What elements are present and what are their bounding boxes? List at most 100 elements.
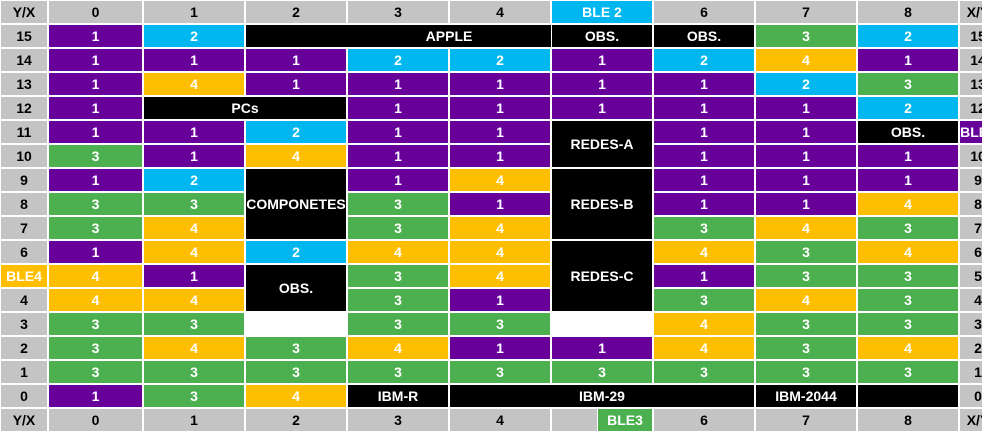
grid-cell: 2 <box>245 120 347 144</box>
grid-cell: 3 <box>449 312 551 336</box>
grid-cell: 3 <box>449 360 551 384</box>
col-footer: 1 <box>143 408 245 432</box>
row-header: 12 <box>0 96 48 120</box>
zone-block: REDES-B <box>551 168 653 240</box>
grid-cell: 3 <box>347 312 449 336</box>
grid-cell: 3 <box>347 288 449 312</box>
col-footer: 6 <box>653 408 755 432</box>
col-header: 6 <box>653 0 755 24</box>
grid-cell: 4 <box>755 216 857 240</box>
grid-cell: 1 <box>551 72 653 96</box>
grid-cell: 3 <box>48 312 143 336</box>
grid-cell: 4 <box>449 216 551 240</box>
grid-cell: 1 <box>449 336 551 360</box>
ble4-tag: BLE4 <box>0 264 48 288</box>
grid-cell: 4 <box>143 216 245 240</box>
col-footer: 3 <box>347 408 449 432</box>
grid-cell: 1 <box>143 144 245 168</box>
zone-block: REDES-C <box>551 240 653 312</box>
zone-block <box>857 384 959 408</box>
grid-cell: 2 <box>857 96 959 120</box>
grid-cell: 1 <box>449 72 551 96</box>
grid-cell: 2 <box>143 168 245 192</box>
grid-cell: 3 <box>48 144 143 168</box>
grid-cell: 1 <box>48 120 143 144</box>
grid-cell: 3 <box>245 336 347 360</box>
grid-cell: 3 <box>755 312 857 336</box>
row-header-right: 3 <box>959 312 982 336</box>
grid-cell: 2 <box>347 48 449 72</box>
grid-cell: 2 <box>245 240 347 264</box>
grid-cell: 1 <box>347 168 449 192</box>
grid-cell: 1 <box>449 120 551 144</box>
grid-cell: 4 <box>653 240 755 264</box>
grid-cell: 3 <box>347 216 449 240</box>
corner-label: Y/X <box>0 0 48 24</box>
grid-cell: 1 <box>449 144 551 168</box>
grid-cell: 1 <box>143 48 245 72</box>
grid-cell: 1 <box>653 168 755 192</box>
grid-cell: 4 <box>857 336 959 360</box>
row-header-right: 8 <box>959 192 982 216</box>
grid-cell: 1 <box>48 168 143 192</box>
zone-block: PCs <box>143 96 347 120</box>
zone-block: OBS. <box>551 24 653 48</box>
grid-cell: 4 <box>143 240 245 264</box>
row-header-right: 15 <box>959 24 982 48</box>
grid-cell: 3 <box>857 288 959 312</box>
row-header: 1 <box>0 360 48 384</box>
row-header: 9 <box>0 168 48 192</box>
grid-cell: 3 <box>48 216 143 240</box>
grid-cell: 3 <box>755 24 857 48</box>
grid-cell: 1 <box>857 48 959 72</box>
grid-cell: 1 <box>347 120 449 144</box>
grid-cell: 1 <box>653 120 755 144</box>
grid-cell: 3 <box>857 360 959 384</box>
grid-cell: 1 <box>48 72 143 96</box>
row-header: 11 <box>0 120 48 144</box>
row-header: 7 <box>0 216 48 240</box>
grid-cell: 4 <box>653 312 755 336</box>
grid-cell: 1 <box>857 144 959 168</box>
grid-cell: 3 <box>347 192 449 216</box>
grid-cell: 1 <box>551 96 653 120</box>
col-footer: 4 <box>449 408 551 432</box>
grid-cell: 1 <box>755 144 857 168</box>
col-header: 8 <box>857 0 959 24</box>
grid-cell: 4 <box>449 240 551 264</box>
grid-cell: 1 <box>653 144 755 168</box>
grid-cell: 1 <box>653 264 755 288</box>
grid-cell: 3 <box>755 240 857 264</box>
grid-cell: 4 <box>143 72 245 96</box>
grid-cell: 1 <box>755 192 857 216</box>
grid-cell: 3 <box>48 192 143 216</box>
col-footer: 7 <box>755 408 857 432</box>
grid-cell: 3 <box>857 264 959 288</box>
zone-block: IBM-2044 <box>755 384 857 408</box>
row-header-right: 13 <box>959 72 982 96</box>
row-header: 6 <box>0 240 48 264</box>
row-header: 3 <box>0 312 48 336</box>
grid-cell: 1 <box>755 120 857 144</box>
zone-block: OBS. <box>653 24 755 48</box>
corner-label-bottom: Y/X <box>0 408 48 432</box>
grid-cell: 1 <box>449 192 551 216</box>
grid-cell: 4 <box>347 336 449 360</box>
grid-cell: 1 <box>653 96 755 120</box>
grid-cell: 1 <box>347 96 449 120</box>
grid-cell: 1 <box>551 336 653 360</box>
row-header: 8 <box>0 192 48 216</box>
ble1-tag: BLE1 <box>959 120 982 144</box>
grid-cell: 3 <box>755 264 857 288</box>
grid-cell: 1 <box>48 48 143 72</box>
col-footer: 8 <box>857 408 959 432</box>
grid-cell: 3 <box>755 360 857 384</box>
grid-cell: 1 <box>755 168 857 192</box>
row-header-right: 5 <box>959 264 982 288</box>
grid-cell: 3 <box>143 312 245 336</box>
row-header-right: 0 <box>959 384 982 408</box>
row-header-right: 14 <box>959 48 982 72</box>
grid-cell: 4 <box>449 264 551 288</box>
col-header: 1 <box>143 0 245 24</box>
